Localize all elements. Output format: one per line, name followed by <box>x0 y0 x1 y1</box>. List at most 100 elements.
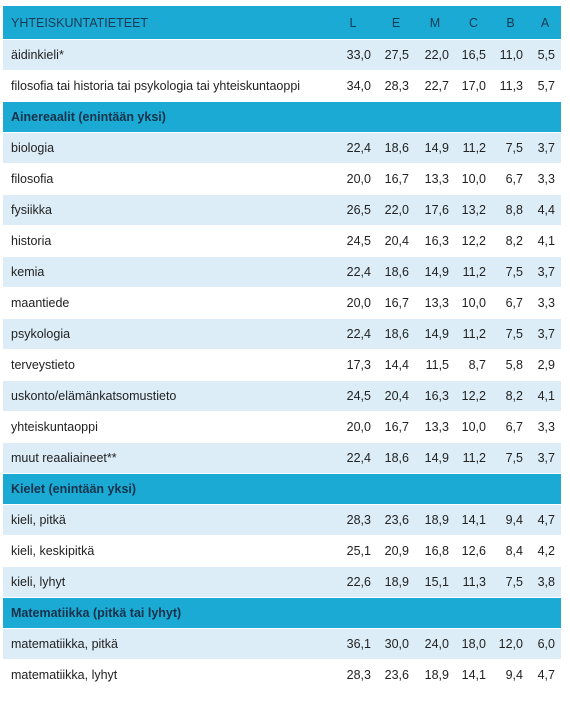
table-row: kieli, pitkä 28,3 23,6 18,9 14,1 9,4 4,7 <box>3 504 561 536</box>
grade-value-C: 13,2 <box>455 194 492 226</box>
subject-name-cell: biologia <box>3 132 329 164</box>
section-header-label: Kielet (enintään yksi) <box>3 473 561 505</box>
grade-value-E: 22,0 <box>377 194 415 226</box>
grade-value-E: 14,4 <box>377 349 415 381</box>
table-row: matematiikka, lyhyt 28,3 23,6 18,9 14,1 9,4 4,… <box>3 659 561 691</box>
grade-value-M: 13,3 <box>415 163 455 195</box>
grade-value-E: 20,4 <box>377 225 415 257</box>
grade-value-A: 4,4 <box>529 194 561 226</box>
table-row: maantiede 20,0 16,7 13,3 10,0 6,7 3,3 <box>3 287 561 319</box>
grade-value-M: 17,6 <box>415 194 455 226</box>
grade-value-M: 16,3 <box>415 380 455 412</box>
table-row: kieli, keskipitkä 25,1 20,9 16,8 12,6 8,4 4,2 <box>3 535 561 567</box>
grade-value-B: 9,4 <box>492 659 529 691</box>
grade-value-M: 22,7 <box>415 70 455 102</box>
grade-value-E: 20,4 <box>377 380 415 412</box>
grade-value-E: 23,6 <box>377 659 415 691</box>
table-row: matematiikka, pitkä 36,1 30,0 24,0 18,0 12,0 6… <box>3 628 561 660</box>
grade-value-M: 11,5 <box>415 349 455 381</box>
grade-value-A: 3,7 <box>529 318 561 350</box>
subject-name-cell: matematiikka, lyhyt <box>3 659 329 691</box>
points-table: YHTEISKUNTATIETEET L E M C B A äidinkiel… <box>3 6 561 691</box>
subject-name-cell: yhteiskuntaoppi <box>3 411 329 443</box>
section-header-label: Matematiikka (pitkä tai lyhyt) <box>3 597 561 629</box>
grade-value-L: 20,0 <box>329 411 377 443</box>
grade-value-C: 12,2 <box>455 225 492 257</box>
subject-name-cell: filosofia <box>3 163 329 195</box>
grade-value-C: 10,0 <box>455 411 492 443</box>
grade-value-B: 7,5 <box>492 442 529 474</box>
grade-value-E: 18,6 <box>377 442 415 474</box>
grade-value-L: 28,3 <box>329 659 377 691</box>
grade-value-M: 14,9 <box>415 318 455 350</box>
grade-value-E: 20,9 <box>377 535 415 567</box>
grade-value-C: 11,2 <box>455 132 492 164</box>
subject-name-cell: matematiikka, pitkä <box>3 628 329 660</box>
grade-value-B: 6,7 <box>492 411 529 443</box>
grade-value-E: 28,3 <box>377 70 415 102</box>
grade-value-M: 18,9 <box>415 659 455 691</box>
grade-value-A: 4,7 <box>529 659 561 691</box>
grade-value-C: 14,1 <box>455 504 492 536</box>
grade-value-C: 11,3 <box>455 566 492 598</box>
table-row: filosofia 20,0 16,7 13,3 10,0 6,7 3,3 <box>3 163 561 195</box>
grade-header-B: B <box>492 6 529 40</box>
grade-value-M: 16,8 <box>415 535 455 567</box>
grade-value-A: 3,3 <box>529 287 561 319</box>
grade-value-M: 18,9 <box>415 504 455 536</box>
grade-value-C: 18,0 <box>455 628 492 660</box>
grade-value-C: 14,1 <box>455 659 492 691</box>
grade-value-E: 16,7 <box>377 411 415 443</box>
grade-value-E: 18,9 <box>377 566 415 598</box>
grade-value-C: 10,0 <box>455 287 492 319</box>
grade-value-C: 16,5 <box>455 39 492 71</box>
grade-value-M: 24,0 <box>415 628 455 660</box>
grade-value-L: 22,4 <box>329 256 377 288</box>
grade-value-L: 24,5 <box>329 380 377 412</box>
grade-header-C: C <box>455 6 492 40</box>
grade-value-B: 6,7 <box>492 163 529 195</box>
section-header-row: Ainereaalit (enintään yksi) <box>3 101 561 133</box>
table-row: historia 24,5 20,4 16,3 12,2 8,2 4,1 <box>3 225 561 257</box>
grade-value-E: 23,6 <box>377 504 415 536</box>
grade-value-M: 14,9 <box>415 132 455 164</box>
grade-value-A: 6,0 <box>529 628 561 660</box>
grade-value-M: 13,3 <box>415 411 455 443</box>
grade-value-B: 9,4 <box>492 504 529 536</box>
subject-name-cell: fysiikka <box>3 194 329 226</box>
grade-value-A: 3,7 <box>529 256 561 288</box>
grade-value-A: 4,2 <box>529 535 561 567</box>
table-row: uskonto/elämänkatsomustieto 24,5 20,4 16,3 1… <box>3 380 561 412</box>
subject-name-cell: kieli, keskipitkä <box>3 535 329 567</box>
grade-header-E: E <box>377 6 415 40</box>
subject-name-cell: maantiede <box>3 287 329 319</box>
table-row: terveystieto 17,3 14,4 11,5 8,7 5,8 2,9 <box>3 349 561 381</box>
grade-value-L: 36,1 <box>329 628 377 660</box>
grade-value-L: 25,1 <box>329 535 377 567</box>
grade-value-B: 11,0 <box>492 39 529 71</box>
subject-name-cell: äidinkieli* <box>3 39 329 71</box>
grade-value-L: 20,0 <box>329 163 377 195</box>
table-row: kemia 22,4 18,6 14,9 11,2 7,5 3,7 <box>3 256 561 288</box>
grade-value-L: 22,4 <box>329 318 377 350</box>
grade-value-L: 22,4 <box>329 442 377 474</box>
section-header-label: Ainereaalit (enintään yksi) <box>3 101 561 133</box>
grade-value-B: 6,7 <box>492 287 529 319</box>
section-header-row: Kielet (enintään yksi) <box>3 473 561 505</box>
grade-value-B: 8,2 <box>492 380 529 412</box>
subject-name-cell: psykologia <box>3 318 329 350</box>
table-header-title: YHTEISKUNTATIETEET <box>3 6 329 40</box>
table-row: äidinkieli* 33,0 27,5 22,0 16,5 11,0 5,5 <box>3 39 561 71</box>
grade-value-L: 26,5 <box>329 194 377 226</box>
grade-value-C: 11,2 <box>455 442 492 474</box>
grade-value-L: 22,6 <box>329 566 377 598</box>
table-row: muut reaaliaineet** 22,4 18,6 14,9 11,2 7,5 3,… <box>3 442 561 474</box>
grade-value-M: 15,1 <box>415 566 455 598</box>
grade-value-L: 33,0 <box>329 39 377 71</box>
table-row: kieli, lyhyt 22,6 18,9 15,1 11,3 7,5 3,8 <box>3 566 561 598</box>
grade-header-L: L <box>329 6 377 40</box>
grade-value-M: 16,3 <box>415 225 455 257</box>
subject-name-cell: kemia <box>3 256 329 288</box>
grade-header-M: M <box>415 6 455 40</box>
